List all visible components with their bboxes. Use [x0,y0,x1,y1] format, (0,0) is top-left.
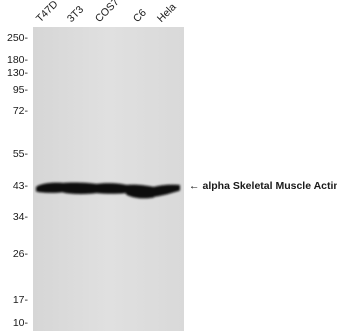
lane-label-c6: C6 [130,6,149,25]
lane-label-t47d: T47D [33,0,61,25]
marker-34: 34- [12,210,28,223]
target-annotation: ← alpha Skeletal Muscle Actin [189,181,337,192]
band-row-43kda [36,182,180,199]
lane-label-cos7: COS7 [92,0,122,25]
membrane-background [33,27,184,331]
marker-17: 17- [12,293,28,306]
marker-95: 95- [12,83,28,96]
arrow-left-icon: ← [189,180,200,192]
marker-130: 130- [6,66,28,79]
target-protein-label: alpha Skeletal Muscle Actin [202,180,337,192]
lane-label-3t3: 3T3 [64,3,87,25]
lane-label-hela: Hela [154,1,179,25]
marker-10: 10- [12,316,28,329]
band-lane-c6 [126,184,154,199]
blot-image [33,27,184,331]
marker-180: 180- [6,53,28,66]
lane-labels: T47D 3T3 COS7 C6 Hela [0,0,337,26]
band-lane-3t3 [63,182,97,195]
band-lane-cos7 [96,183,127,194]
molecular-weight-axis: 250- 180- 130- 95- 72- 55- 43- 34- 26- 1… [0,0,36,331]
western-blot-membrane [33,27,184,331]
marker-26: 26- [12,247,28,260]
marker-43: 43- [12,179,28,192]
band-lane-t47d [36,182,64,193]
marker-250: 250- [6,31,28,44]
band-lane-hela [153,184,180,197]
marker-55: 55- [12,147,28,160]
marker-72: 72- [12,104,28,117]
